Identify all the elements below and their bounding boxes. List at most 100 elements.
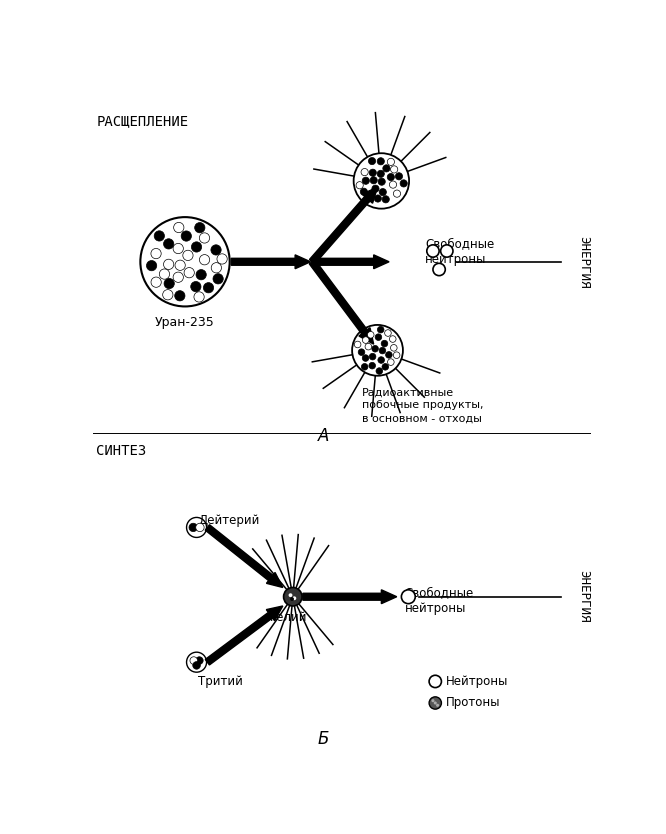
Circle shape [370, 177, 377, 183]
Circle shape [194, 292, 204, 302]
Circle shape [175, 260, 185, 270]
Circle shape [427, 245, 439, 257]
Text: А: А [318, 426, 329, 445]
Circle shape [182, 250, 193, 260]
Circle shape [390, 336, 396, 342]
Text: Б: Б [318, 730, 329, 748]
Polygon shape [231, 255, 310, 269]
Circle shape [434, 701, 437, 705]
Circle shape [436, 704, 439, 707]
Circle shape [174, 223, 184, 233]
Circle shape [194, 223, 205, 233]
Circle shape [196, 523, 204, 531]
Circle shape [382, 364, 388, 370]
Polygon shape [310, 187, 378, 264]
Circle shape [164, 239, 174, 249]
Circle shape [374, 195, 382, 202]
Circle shape [292, 596, 296, 600]
Circle shape [362, 364, 368, 370]
Circle shape [378, 357, 384, 364]
Circle shape [379, 347, 386, 354]
Circle shape [181, 231, 191, 241]
Circle shape [369, 362, 376, 369]
Circle shape [390, 344, 397, 351]
Text: Тритий: Тритий [198, 676, 243, 688]
Text: ЭНЕРГИЯ: ЭНЕРГИЯ [577, 235, 590, 288]
Circle shape [190, 282, 201, 292]
Text: Свободные
нейтроны: Свободные нейтроны [426, 237, 494, 266]
Text: Протоны: Протоны [446, 696, 501, 710]
Circle shape [377, 170, 384, 178]
Circle shape [372, 185, 379, 193]
Circle shape [354, 341, 361, 348]
Circle shape [365, 344, 372, 350]
Circle shape [362, 337, 369, 344]
Text: РАСЩЕПЛЕНИЕ: РАСЩЕПЛЕНИЕ [97, 114, 188, 128]
Circle shape [378, 326, 384, 333]
Circle shape [151, 249, 161, 259]
Circle shape [429, 676, 442, 687]
Circle shape [203, 283, 214, 293]
Circle shape [164, 279, 174, 289]
Text: Нейтроны: Нейтроны [446, 675, 508, 688]
Circle shape [388, 359, 394, 365]
Circle shape [429, 697, 442, 709]
Circle shape [390, 166, 398, 173]
Circle shape [390, 181, 397, 188]
Polygon shape [303, 590, 397, 604]
Circle shape [290, 597, 294, 601]
Text: Гелий: Гелий [270, 610, 308, 624]
Circle shape [211, 245, 221, 255]
Text: Уран-235: Уран-235 [155, 316, 215, 329]
Circle shape [190, 656, 198, 665]
Circle shape [400, 180, 408, 187]
Circle shape [192, 661, 200, 669]
Text: Дейтерий: Дейтерий [198, 515, 260, 527]
Circle shape [386, 352, 392, 358]
Circle shape [394, 352, 400, 359]
Circle shape [362, 177, 370, 184]
Polygon shape [314, 255, 389, 269]
Circle shape [382, 196, 390, 203]
Circle shape [387, 158, 394, 165]
Circle shape [174, 290, 185, 301]
Circle shape [433, 264, 446, 276]
Circle shape [441, 245, 453, 257]
Circle shape [288, 593, 292, 597]
Circle shape [369, 169, 376, 176]
Circle shape [199, 254, 210, 265]
Circle shape [211, 263, 222, 273]
Circle shape [394, 190, 400, 198]
Text: Свободные
нейтроны: Свободные нейтроны [404, 586, 474, 615]
Text: ЭНЕРГИЯ: ЭНЕРГИЯ [577, 570, 590, 623]
Circle shape [365, 195, 372, 202]
Circle shape [147, 260, 157, 271]
Circle shape [368, 331, 374, 338]
Circle shape [199, 233, 210, 243]
Circle shape [396, 173, 402, 180]
Circle shape [376, 368, 383, 374]
Circle shape [196, 656, 203, 665]
Circle shape [159, 269, 170, 279]
Circle shape [155, 231, 165, 241]
Circle shape [191, 242, 202, 252]
Polygon shape [309, 259, 374, 344]
Circle shape [387, 173, 394, 181]
Circle shape [358, 349, 365, 355]
Circle shape [196, 269, 206, 280]
Circle shape [385, 329, 391, 336]
Circle shape [361, 168, 368, 176]
Circle shape [189, 523, 197, 531]
Circle shape [379, 188, 386, 196]
Polygon shape [205, 606, 283, 665]
Circle shape [284, 587, 302, 606]
Circle shape [377, 158, 384, 165]
Circle shape [213, 274, 223, 284]
Circle shape [173, 272, 183, 283]
Circle shape [383, 165, 390, 172]
Circle shape [372, 345, 378, 352]
Circle shape [369, 354, 376, 360]
Circle shape [402, 590, 415, 604]
Circle shape [362, 354, 369, 361]
Circle shape [356, 182, 363, 188]
